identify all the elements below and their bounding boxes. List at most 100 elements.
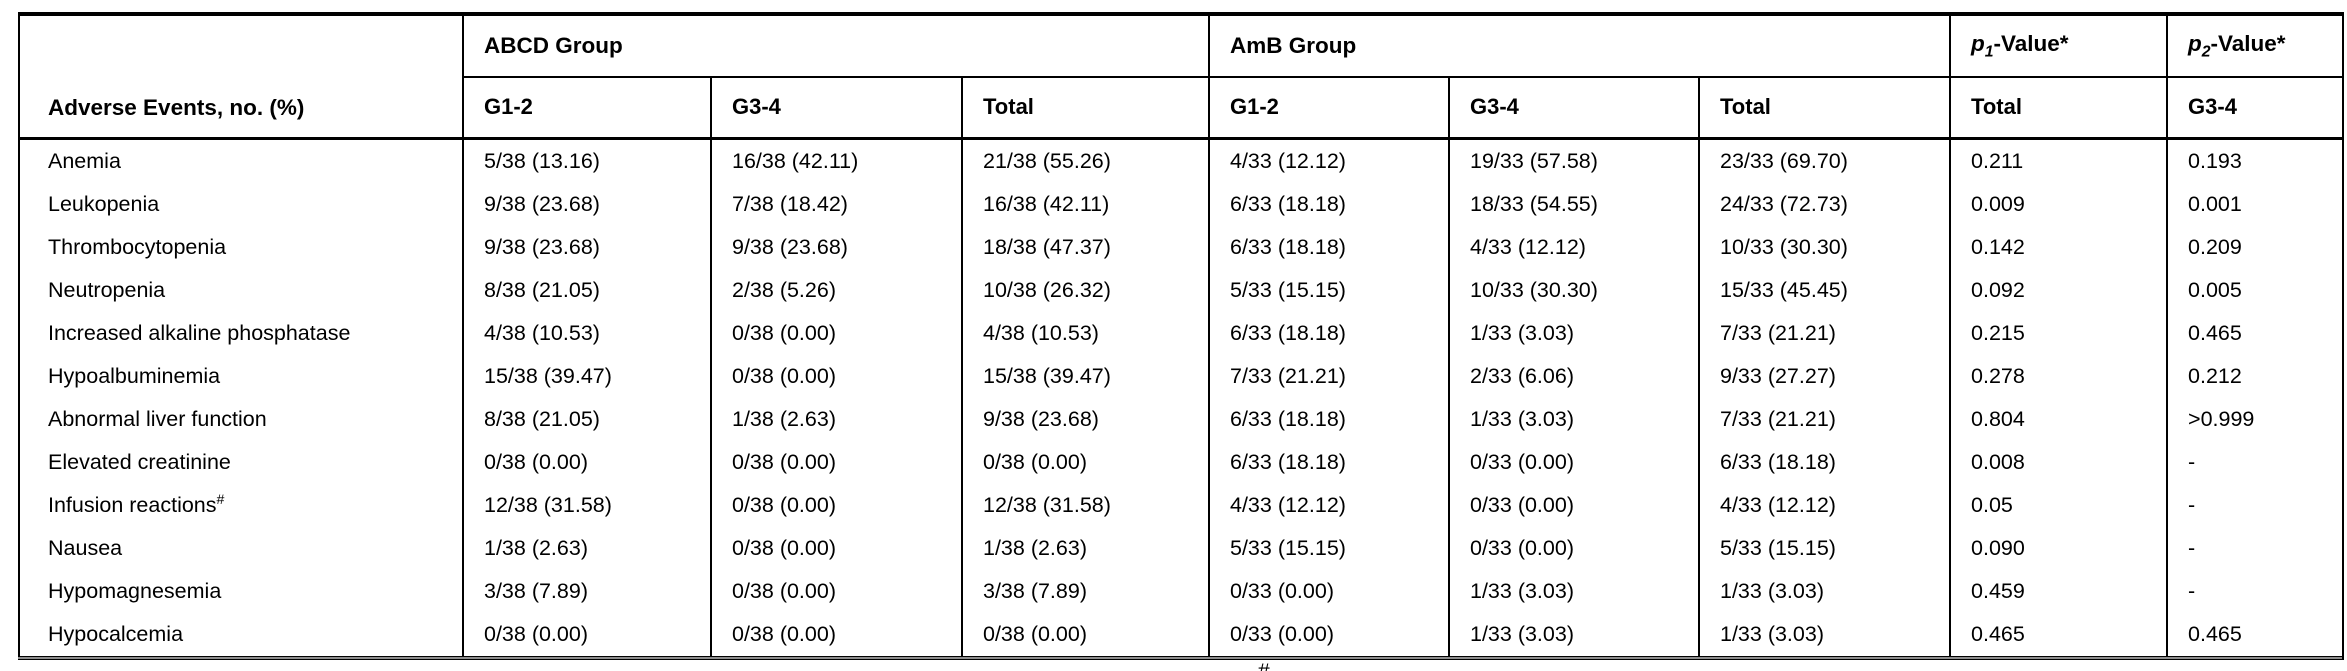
cell-amb-g34: 1/33 (3.03): [1448, 312, 1699, 355]
table-body: Anemia 5/38 (13.16) 16/38 (42.11) 21/38 …: [19, 138, 2344, 658]
subheader-abcd-g12: G1-2: [462, 77, 711, 139]
adverse-event-name: Infusion reactions#: [19, 484, 463, 527]
cell-abcd-g34: 0/38 (0.00): [710, 484, 962, 527]
cell-p1-value: 0.092: [1949, 269, 2168, 312]
group-header-row: Adverse Events, no. (%) ABCD Group AmB G…: [19, 14, 2344, 140]
cell-amb-total: 24/33 (72.73): [1697, 183, 1951, 226]
adverse-event-name: Elevated creatinine: [19, 441, 463, 484]
cell-abcd-total: 4/38 (10.53): [961, 312, 1209, 355]
subheader-amb-total: Total: [1697, 77, 1951, 139]
event-label: Neutropenia: [48, 277, 166, 302]
cell-abcd-total: 16/38 (42.11): [961, 183, 1209, 226]
cell-amb-total: 10/33 (30.30): [1697, 226, 1951, 269]
adverse-event-name: Hypoalbuminemia: [19, 355, 463, 398]
event-label: Hypomagnesemia: [48, 578, 222, 603]
cell-p1-value: 0.278: [1949, 355, 2168, 398]
cell-amb-total: 9/33 (27.27): [1697, 355, 1951, 398]
cell-amb-g34: 18/33 (54.55): [1448, 183, 1699, 226]
cell-amb-g12: 0/33 (0.00): [1208, 570, 1449, 613]
cell-p2-value: 0.465: [2166, 312, 2344, 355]
cell-abcd-g34: 0/38 (0.00): [710, 570, 962, 613]
cell-p1-value: 0.090: [1949, 527, 2168, 570]
cell-p2-value: 0.193: [2166, 138, 2344, 183]
cell-abcd-total: 12/38 (31.58): [961, 484, 1209, 527]
event-label: Thrombocytopenia: [48, 234, 227, 259]
table-row: Elevated creatinine 0/38 (0.00) 0/38 (0.…: [19, 441, 2344, 484]
event-footnote-superscript: #: [216, 491, 225, 508]
table-row: Neutropenia 8/38 (21.05) 2/38 (5.26) 10/…: [19, 269, 2344, 312]
table-header: Adverse Events, no. (%) ABCD Group AmB G…: [19, 14, 2344, 140]
table-row: Increased alkaline phosphatase 4/38 (10.…: [19, 312, 2344, 355]
cell-abcd-g34: 0/38 (0.00): [710, 613, 962, 658]
cell-abcd-g12: 9/38 (23.68): [462, 183, 711, 226]
cell-amb-g12: 6/33 (18.18): [1208, 183, 1449, 226]
cell-abcd-total: 3/38 (7.89): [961, 570, 1209, 613]
cell-abcd-g12: 8/38 (21.05): [462, 398, 711, 441]
cell-abcd-g12: 3/38 (7.89): [462, 570, 711, 613]
cell-p2-value: -: [2166, 441, 2344, 484]
cell-p1-value: 0.142: [1949, 226, 2168, 269]
cell-amb-g12: 4/33 (12.12): [1208, 484, 1449, 527]
p2-suffix: -Value*: [2210, 30, 2286, 56]
subheader-p1-total: Total: [1949, 77, 2168, 139]
cell-amb-g12: 7/33 (21.21): [1208, 355, 1449, 398]
table-row: Hypocalcemia 0/38 (0.00) 0/38 (0.00) 0/3…: [19, 613, 2344, 658]
cell-p1-value: 0.459: [1949, 570, 2168, 613]
cell-abcd-total: 9/38 (23.68): [961, 398, 1209, 441]
cell-amb-g34: 2/33 (6.06): [1448, 355, 1699, 398]
cell-amb-g12: 5/33 (15.15): [1208, 269, 1449, 312]
table-row: Infusion reactions# 12/38 (31.58) 0/38 (…: [19, 484, 2344, 527]
subheader-amb-g34: G3-4: [1448, 77, 1699, 139]
cell-abcd-g12: 4/38 (10.53): [462, 312, 711, 355]
cell-abcd-g12: 0/38 (0.00): [462, 613, 711, 658]
cell-amb-g12: 6/33 (18.18): [1208, 226, 1449, 269]
cell-abcd-total: 15/38 (39.47): [961, 355, 1209, 398]
table-row: Nausea 1/38 (2.63) 0/38 (0.00) 1/38 (2.6…: [19, 527, 2344, 570]
cell-amb-total: 4/33 (12.12): [1697, 484, 1951, 527]
cell-amb-total: 7/33 (21.21): [1697, 398, 1951, 441]
cell-abcd-g12: 15/38 (39.47): [462, 355, 711, 398]
cell-abcd-g34: 0/38 (0.00): [710, 527, 962, 570]
cell-abcd-g12: 5/38 (13.16): [462, 138, 711, 183]
cell-amb-g34: 0/33 (0.00): [1448, 441, 1699, 484]
cell-abcd-total: 1/38 (2.63): [961, 527, 1209, 570]
cell-p1-value: 0.215: [1949, 312, 2168, 355]
cell-p1-value: 0.008: [1949, 441, 2168, 484]
cell-p2-value: 0.005: [2166, 269, 2344, 312]
p1-subscript: 1: [1984, 43, 1994, 61]
p2-symbol: p: [2188, 30, 2202, 56]
event-label: Hypoalbuminemia: [48, 363, 221, 388]
cell-amb-g34: 19/33 (57.58): [1448, 138, 1699, 183]
cell-amb-g12: 6/33 (18.18): [1208, 398, 1449, 441]
cell-amb-total: 1/33 (3.03): [1697, 613, 1951, 658]
cell-amb-g34: 4/33 (12.12): [1448, 226, 1699, 269]
cell-amb-g12: 0/33 (0.00): [1208, 613, 1449, 658]
cell-p2-value: 0.212: [2166, 355, 2344, 398]
table-row: Anemia 5/38 (13.16) 16/38 (42.11) 21/38 …: [19, 138, 2344, 183]
adverse-event-name: Leukopenia: [19, 183, 463, 226]
event-label: Nausea: [48, 535, 123, 560]
cell-p2-value: -: [2166, 527, 2344, 570]
cell-abcd-g12: 9/38 (23.68): [462, 226, 711, 269]
adverse-event-name: Neutropenia: [19, 269, 463, 312]
cell-p1-value: 0.05: [1949, 484, 2168, 527]
adverse-events-table: Adverse Events, no. (%) ABCD Group AmB G…: [18, 12, 2345, 660]
sub-header-row: G1-2 G3-4 Total G1-2 G3-4 Total Total G3…: [19, 77, 2344, 139]
cell-p2-value: 0.001: [2166, 183, 2344, 226]
cell-amb-g12: 5/33 (15.15): [1208, 527, 1449, 570]
cell-amb-g34: 0/33 (0.00): [1448, 527, 1699, 570]
table-row: Abnormal liver function 8/38 (21.05) 1/3…: [19, 398, 2344, 441]
cell-p1-value: 0.465: [1949, 613, 2168, 658]
table-row: Thrombocytopenia 9/38 (23.68) 9/38 (23.6…: [19, 226, 2344, 269]
cell-abcd-total: 0/38 (0.00): [961, 441, 1209, 484]
cell-abcd-g34: 2/38 (5.26): [710, 269, 962, 312]
footnote-marker-partial: #: [1258, 660, 1270, 671]
cell-abcd-g12: 12/38 (31.58): [462, 484, 711, 527]
adverse-event-name: Nausea: [19, 527, 463, 570]
event-label: Increased alkaline phosphatase: [48, 320, 351, 345]
corner-header: Adverse Events, no. (%): [19, 14, 463, 140]
group-header-abcd: ABCD Group: [462, 14, 1209, 78]
p1-value-header: p1-Value*: [1949, 14, 2168, 78]
p2-value-header: p2-Value*: [2166, 14, 2344, 78]
cell-abcd-g34: 9/38 (23.68): [710, 226, 962, 269]
